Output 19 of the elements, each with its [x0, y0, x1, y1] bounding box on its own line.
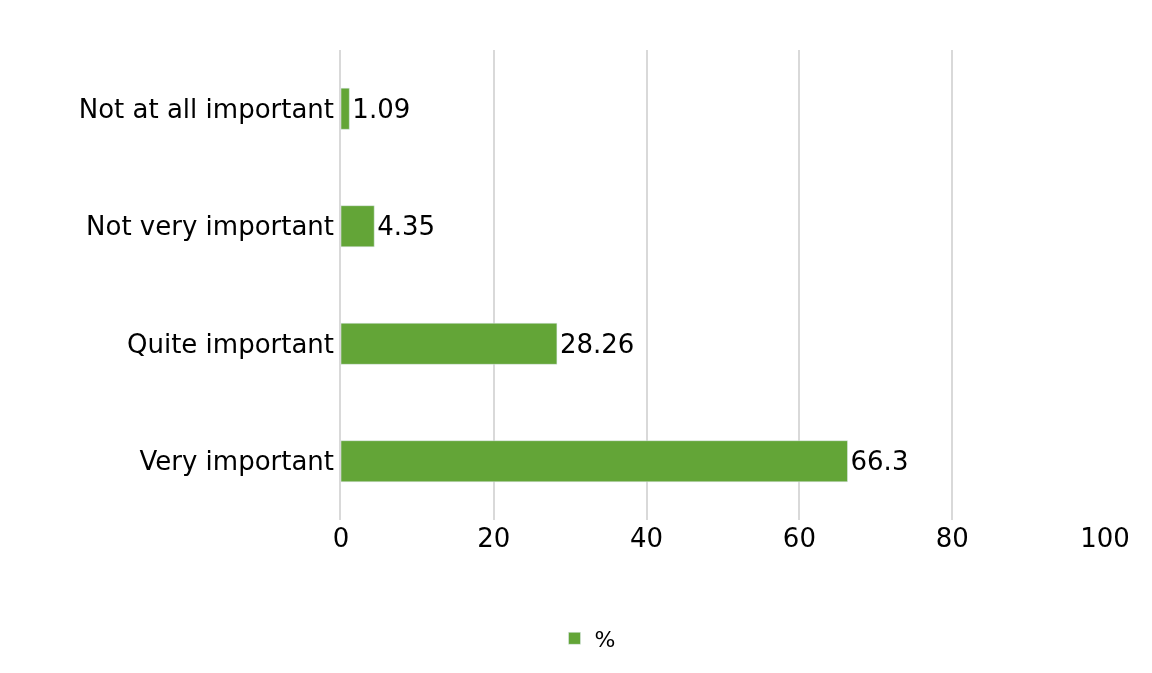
y-tick-label: Not at all important [78, 93, 335, 124]
data-label: 4.35 [377, 211, 436, 242]
data-label: 28.26 [559, 328, 635, 359]
y-tick-label: Very important [139, 446, 335, 477]
y-tick-label: Quite important [126, 328, 335, 359]
data-label: 1.09 [352, 93, 411, 124]
x-tick-label: 80 [935, 523, 969, 553]
legend-label: % [594, 626, 616, 652]
x-tick-label: 20 [477, 523, 511, 553]
x-tick-label: 40 [630, 523, 664, 553]
bar [341, 322, 558, 365]
x-tick-label: 100 [1080, 523, 1130, 553]
x-tick-label: 0 [332, 523, 350, 553]
bar [341, 440, 848, 483]
bar [341, 205, 375, 248]
bar [341, 87, 350, 130]
data-label: 66.3 [850, 446, 909, 477]
y-tick-label: Not very important [86, 211, 335, 242]
x-tick-label: 60 [782, 523, 816, 553]
